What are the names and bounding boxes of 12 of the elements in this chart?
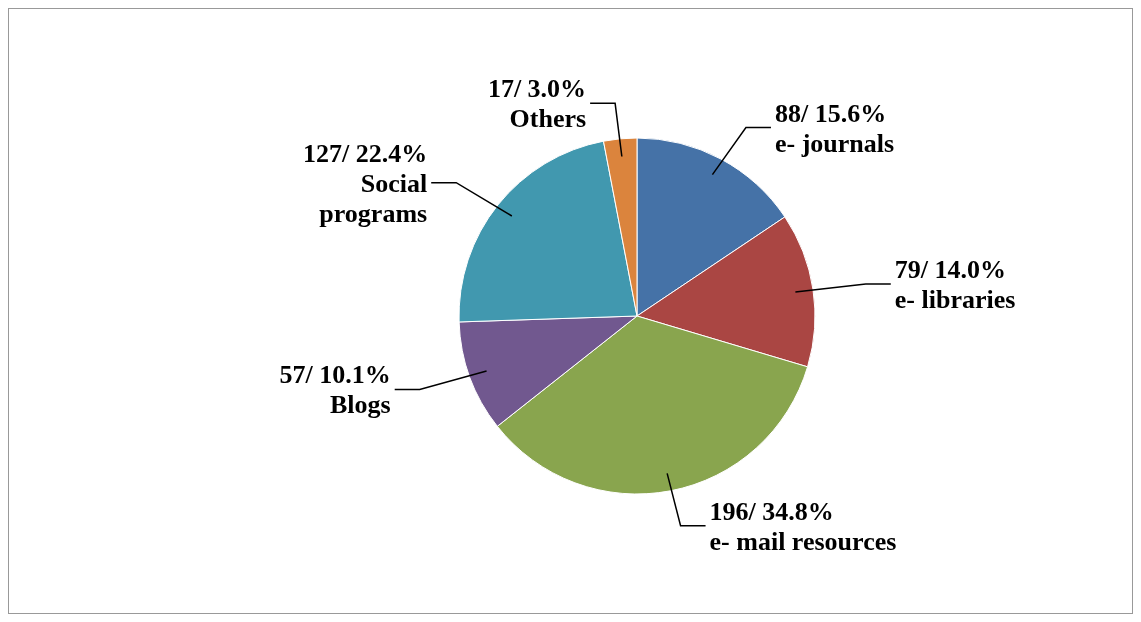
data-label: 79/ 14.0% [894,255,1007,284]
data-label: 127/ 22.4% [302,138,428,168]
slice-label: Blogs [330,390,391,420]
data-label: 17/ 3.0% [487,74,587,104]
data-label: 88/ 15.6% [774,98,887,128]
data-label: 57/ 10.1% [279,360,391,390]
slice-label: Others [509,104,587,134]
slice-label: Social programs [319,168,428,228]
slice-label: e- libraries [894,285,1016,314]
data-label: 196/ 34.8% [709,496,834,526]
slice-label: e- journals [774,128,895,158]
slice-label: e- mail resources [709,526,897,556]
